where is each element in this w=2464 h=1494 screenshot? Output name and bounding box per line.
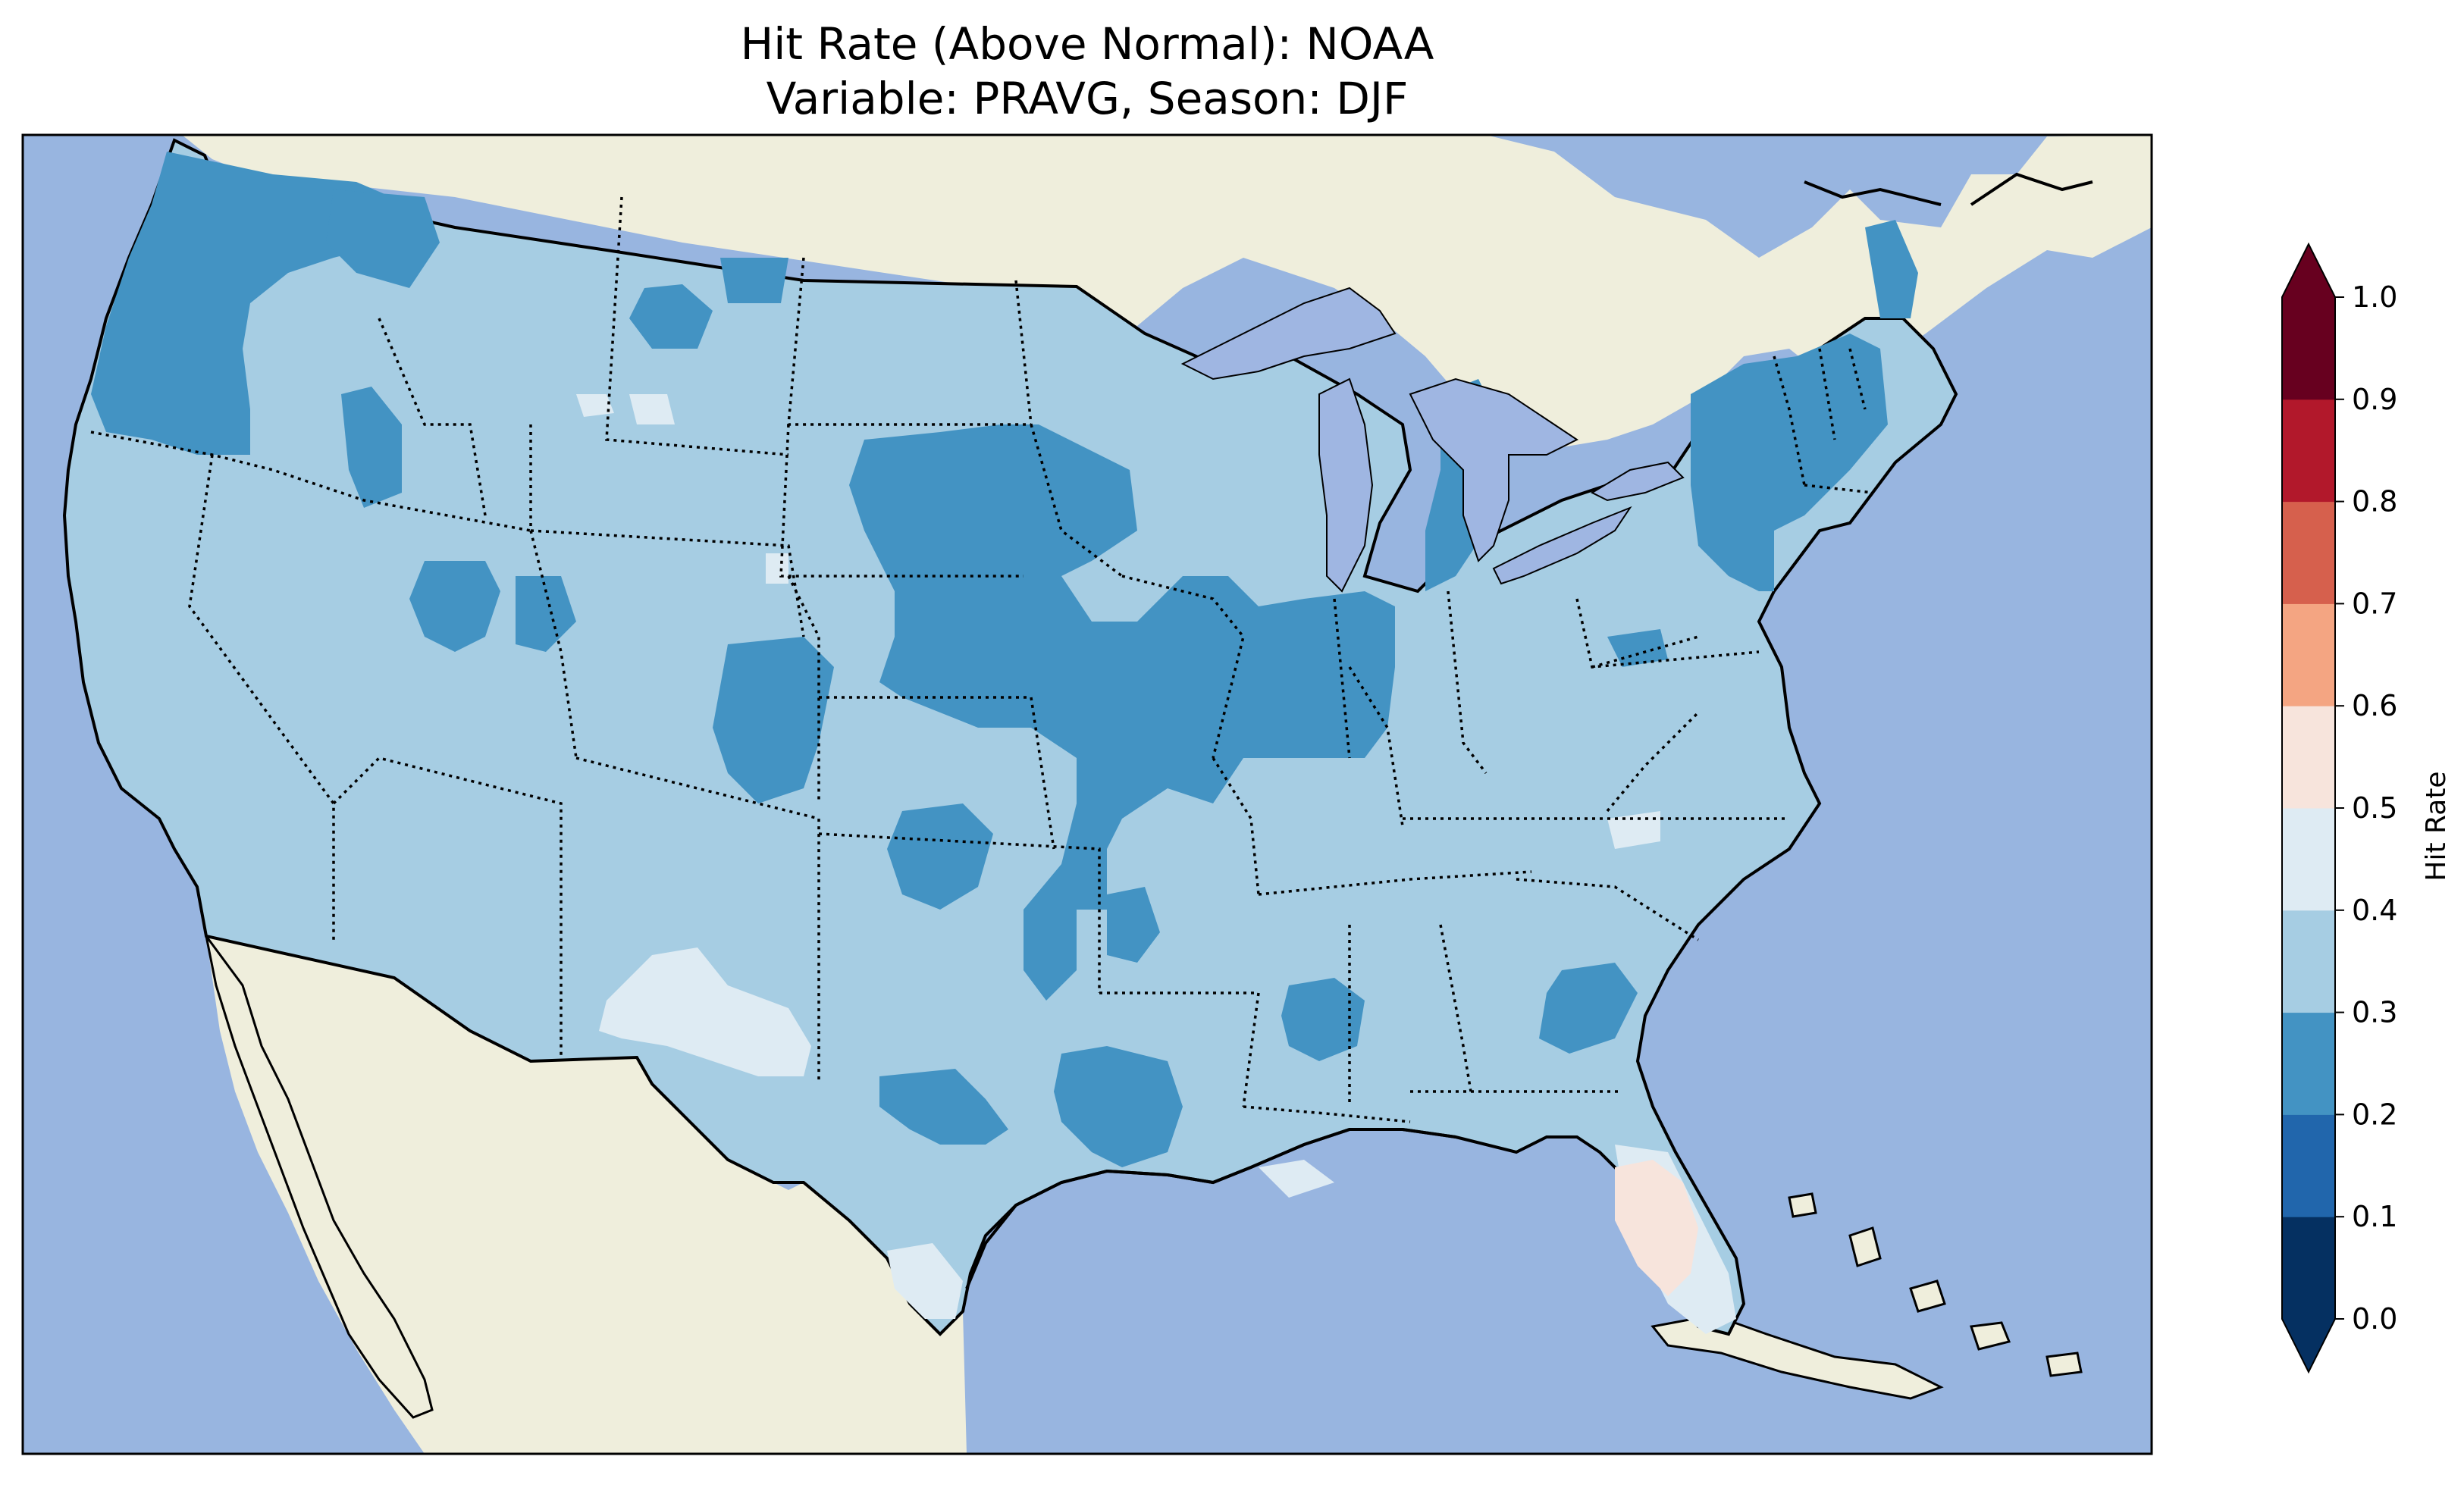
map-frame — [21, 133, 2153, 1455]
colorbar-bin — [2282, 297, 2335, 400]
colorbar-tick-label: 1.0 — [2352, 280, 2397, 314]
coastlines — [965, 172, 2093, 1289]
colorbar-tick-label: 0.4 — [2352, 894, 2397, 927]
colorbar-tick-label: 0.6 — [2352, 689, 2397, 722]
colorbar-tick-label: 0.5 — [2352, 791, 2397, 825]
great-lakes — [1180, 287, 1685, 593]
colorbar-bin — [2282, 399, 2335, 503]
colorbar-bin — [2282, 501, 2335, 604]
colorbar-bin — [2282, 603, 2335, 706]
colorbar-tick-label: 0.2 — [2352, 1098, 2397, 1131]
title-line-1: Hit Rate (Above Normal): NOAA — [741, 18, 1434, 70]
colorbar: 0.0 0.1 0.2 0.3 0.4 0.5 0.6 0.7 0.8 0.9 1.0 — [2281, 242, 2397, 1374]
colorbar-bin — [2282, 1012, 2335, 1115]
baja-peninsula — [205, 935, 434, 1419]
colorbar-extend-min — [2282, 1319, 2335, 1372]
colorbar-label: Hit Rate — [2421, 771, 2452, 881]
colorbar-tick-label: 0.3 — [2352, 996, 2397, 1029]
colorbar-bin — [2282, 706, 2335, 809]
patch-bin-0-5-0-6 — [1615, 1160, 1698, 1296]
map-panel — [23, 135, 2152, 1454]
colorbar-bin — [2282, 910, 2335, 1013]
colorbar-bin — [2282, 1114, 2335, 1217]
colorbar-tick-label: 0.8 — [2352, 485, 2397, 518]
colorbar-tick-label: 0.1 — [2352, 1200, 2397, 1233]
colorbar-tick-label: 0.7 — [2352, 587, 2397, 620]
title-line-2: Variable: PRAVG, Season: DJF — [766, 73, 1409, 124]
colorbar-bin — [2282, 808, 2335, 911]
colorbar-tick-label: 0.9 — [2352, 383, 2397, 416]
colorbar-bin — [2282, 1217, 2335, 1320]
canada-land — [182, 135, 2152, 447]
cuba-island — [1651, 1314, 1944, 1400]
bahamas-islands — [1788, 1192, 2083, 1377]
colorbar-tick-label: 0.0 — [2352, 1302, 2397, 1336]
state-borders — [90, 196, 1873, 1123]
colorbar-extend-max — [2282, 244, 2335, 297]
